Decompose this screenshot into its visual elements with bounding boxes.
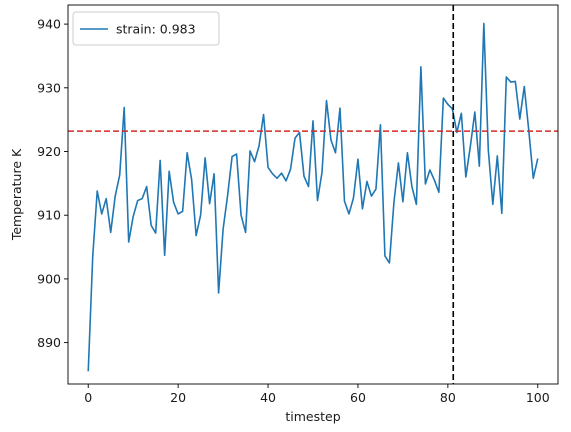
y-tick-label: 900	[37, 271, 61, 286]
x-axis-label: timestep	[285, 409, 340, 424]
y-tick-label: 920	[37, 144, 61, 159]
axis-ticks: 0 20 40 60 80 100 890 900 910 920 930 940	[37, 17, 550, 405]
x-tick-label: 0	[84, 390, 92, 405]
plot-lines	[68, 5, 558, 384]
x-tick-label: 60	[350, 390, 366, 405]
y-tick-label: 910	[37, 208, 61, 223]
x-tick-label: 20	[170, 390, 186, 405]
legend-box	[72, 11, 220, 46]
y-tick-label: 930	[37, 80, 61, 95]
x-tick-label: 40	[260, 390, 276, 405]
x-tick-label: 100	[526, 390, 550, 405]
y-tick-label: 890	[37, 335, 61, 350]
series-line-0	[87, 22, 539, 372]
legend-label: strain: 0.983	[116, 22, 196, 37]
y-tick-label: 940	[37, 17, 61, 32]
axes-frame	[67, 4, 559, 385]
legend: strain: 0.983	[72, 11, 220, 46]
y-axis-label: Temperature K	[9, 148, 24, 241]
x-tick-label: 80	[440, 390, 456, 405]
